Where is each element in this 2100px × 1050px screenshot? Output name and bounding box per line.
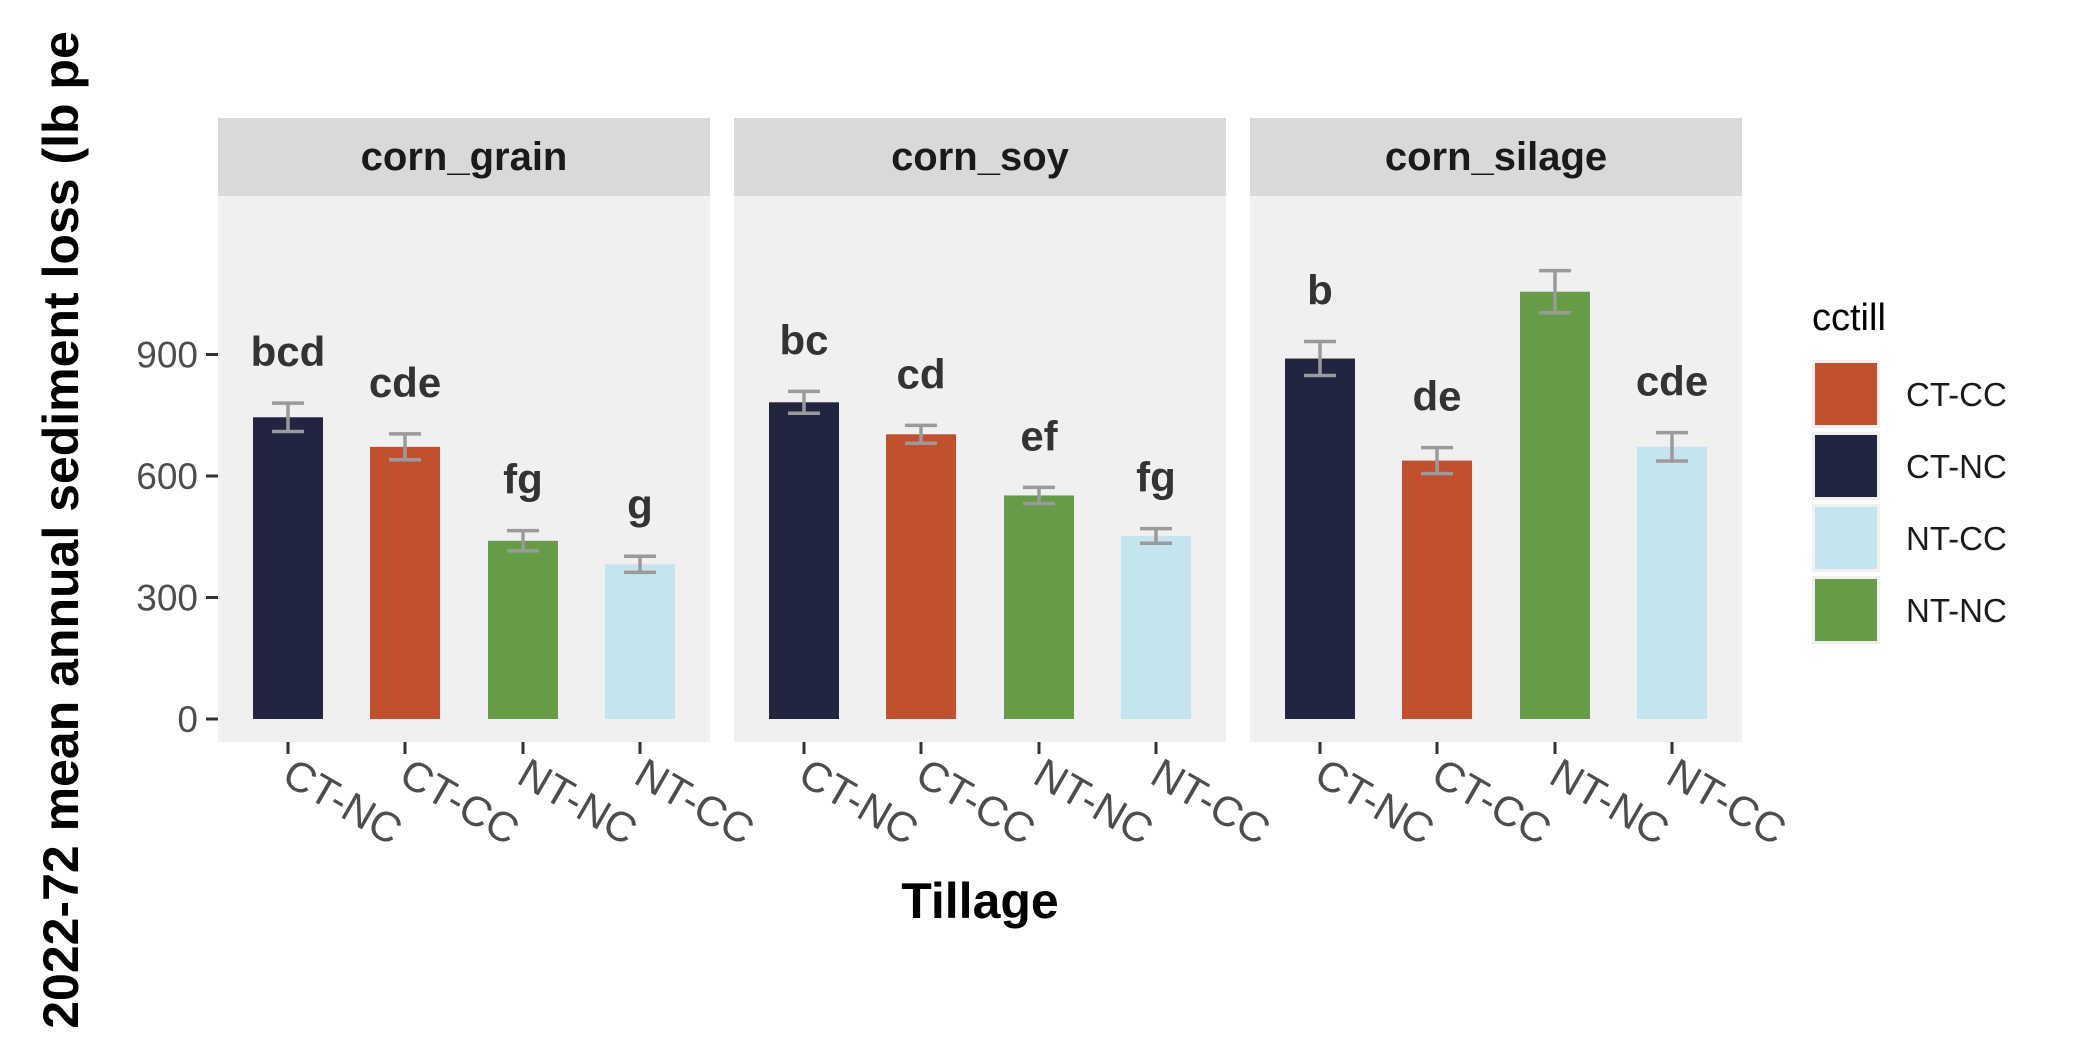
bar-NT-CC	[605, 564, 675, 719]
x-tick-label: NT-NC	[1027, 749, 1162, 854]
error-bar	[1656, 430, 1688, 463]
x-tick-label: NT-NC	[1543, 749, 1678, 854]
legend-label: CT-CC	[1906, 376, 2007, 413]
x-tick-label: CT-NC	[792, 749, 927, 854]
y-axis-title: 2022-72 mean annual sediment loss (lb pe	[33, 31, 89, 1029]
error-bar	[1421, 445, 1453, 476]
x-tick-label: CT-CC	[909, 749, 1044, 854]
error-bar	[905, 423, 937, 445]
y-tick-label: 600	[136, 456, 198, 497]
error-bar	[272, 401, 304, 434]
significance-label: bc	[779, 316, 828, 363]
legend-label: NT-NC	[1906, 592, 2007, 629]
bar-CT-NC	[769, 402, 839, 719]
significance-label: bcd	[251, 328, 326, 375]
bar-NT-NC	[488, 540, 558, 719]
legend: cctill CT-CC CT-NC NT-CC NT-NC	[1812, 297, 2007, 644]
x-tick-label: NT-CC	[628, 749, 763, 854]
bar-NT-CC	[1637, 446, 1707, 719]
y-tick-label: 0	[177, 699, 198, 740]
x-tick-label: NT-CC	[1144, 749, 1279, 854]
significance-label: cde	[1636, 358, 1708, 405]
error-bar	[1304, 339, 1336, 378]
x-axis-title: Tillage	[901, 873, 1058, 929]
legend-swatch-NT-NC	[1815, 579, 1877, 641]
bar-CT-CC	[886, 434, 956, 719]
facet-strip-label: corn_grain	[361, 135, 568, 179]
bar-NT-CC	[1121, 535, 1191, 719]
significance-label: fg	[503, 456, 543, 503]
significance-label: de	[1412, 373, 1461, 420]
x-tick-label: CT-CC	[393, 749, 528, 854]
error-bar	[1140, 526, 1172, 545]
facet-strip	[1250, 118, 1742, 196]
facet-strip	[734, 118, 1226, 196]
significance-label: cd	[896, 350, 945, 397]
bar-CT-CC	[1402, 460, 1472, 719]
legend-title: cctill	[1812, 297, 1886, 339]
bar-CT-CC	[370, 446, 440, 719]
error-bar	[389, 432, 421, 462]
x-tick-label: NT-NC	[511, 749, 646, 854]
x-tick-label: CT-NC	[276, 749, 411, 854]
facet-strip-label: corn_soy	[891, 135, 1070, 179]
significance-label: fg	[1136, 454, 1176, 501]
y-axis: 0 300 600 900	[136, 335, 218, 740]
bar-CT-NC	[253, 417, 323, 719]
legend-swatch-NT-CC	[1815, 507, 1877, 569]
error-bar	[507, 528, 539, 553]
legend-label: CT-NC	[1906, 448, 2007, 485]
error-bar	[1023, 485, 1055, 506]
y-tick-label: 300	[136, 578, 198, 619]
panels-layer: corn_grainbcdCT-NCcdeCT-CCfgNT-NCgNT-CCc…	[218, 118, 1794, 854]
significance-label: b	[1307, 267, 1333, 314]
y-tick-label: 900	[136, 335, 198, 376]
x-tick-label: CT-CC	[1425, 749, 1560, 854]
error-bar	[624, 554, 656, 575]
significance-label: g	[627, 481, 653, 528]
x-tick-label: CT-NC	[1308, 749, 1443, 854]
facet-strip-label: corn_silage	[1385, 135, 1607, 179]
bar-NT-NC	[1520, 291, 1590, 719]
significance-label: ef	[1020, 412, 1058, 459]
x-tick-label: NT-CC	[1660, 749, 1795, 854]
legend-swatch-CT-NC	[1815, 435, 1877, 497]
bar-CT-NC	[1285, 358, 1355, 719]
error-bar	[1539, 268, 1571, 315]
significance-label: cde	[369, 359, 441, 406]
legend-swatch-CT-CC	[1815, 363, 1877, 425]
bar-NT-NC	[1004, 495, 1074, 719]
facet-strip	[218, 118, 710, 196]
error-bar	[788, 389, 820, 415]
legend-label: NT-CC	[1906, 520, 2007, 557]
